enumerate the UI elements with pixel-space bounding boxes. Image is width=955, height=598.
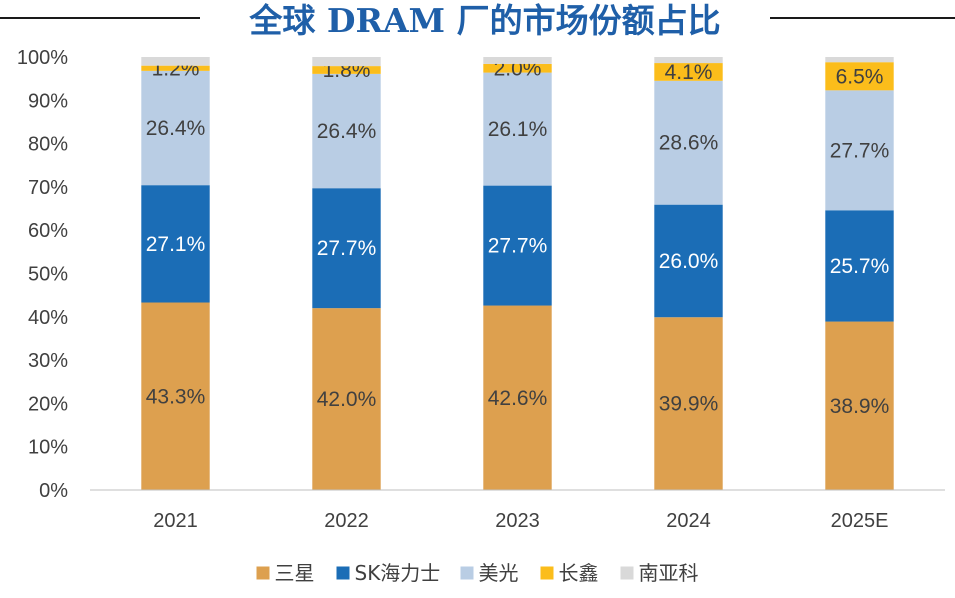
bar-segment-2025E-长鑫: [825, 62, 894, 91]
legend-label: 美光: [479, 561, 519, 585]
data-label: 39.9%: [659, 393, 719, 416]
bar-segment-2022-南亚科: [312, 57, 381, 67]
bar-segment-2023-三星: [483, 305, 552, 490]
x-tick-label: 2021: [153, 510, 198, 532]
bar-segment-2021-长鑫: [141, 65, 210, 71]
data-label: 26.4%: [146, 117, 206, 140]
data-label: 27.1%: [146, 233, 206, 256]
bar-stack-2021: 43.3%27.1%26.4%1.2%: [141, 57, 210, 490]
legend-swatch: [540, 566, 554, 580]
bar-stack-2025E: 38.9% 25.7% 27.7% 6.5%: [825, 57, 894, 490]
bar-segment-2022-三星: [312, 308, 381, 490]
data-label: 27.7%: [830, 139, 890, 162]
x-tick-label: 2023: [495, 510, 540, 532]
bar-segment-2024-SK海力士: [654, 204, 723, 318]
y-tick-label: 30%: [28, 350, 68, 372]
data-label: 28.6%: [659, 132, 719, 155]
x-tick-label: 2024: [666, 510, 711, 532]
data-label: 38.9%: [830, 395, 890, 418]
bar-stack-2023: 42.6%27.7%26.1%2.0%: [483, 57, 552, 490]
legend-label: SK海力士: [355, 561, 441, 585]
legend-swatch: [620, 566, 634, 580]
x-axis-labels: 2021 2022 2023 2024 2025E: [153, 510, 888, 532]
bar-segment-2022-SK海力士: [312, 188, 381, 309]
bar-segment-2021-SK海力士: [141, 185, 210, 303]
y-tick-label: 80%: [28, 134, 68, 156]
data-label: 42.6%: [488, 387, 548, 410]
legend-item-美光: 美光: [460, 561, 519, 585]
legend-swatch: [336, 566, 350, 580]
y-tick-label: 70%: [28, 177, 68, 199]
data-label: 25.7%: [830, 255, 890, 278]
bar-segment-2023-美光: [483, 72, 552, 186]
legend-label: 南亚科: [639, 561, 699, 585]
y-axis-ticks: 0% 10% 20% 30% 40% 50% 60% 70% 80% 90% 100%: [17, 47, 68, 502]
legend-item-SK海力士: SK海力士: [336, 561, 441, 585]
bar-segment-2023-SK海力士: [483, 185, 552, 306]
data-label: 26.4%: [317, 120, 377, 143]
data-label: 26.0%: [659, 250, 719, 273]
bar-segment-2022-长鑫: [312, 66, 381, 74]
y-tick-label: 0%: [39, 480, 68, 502]
y-tick-label: 60%: [28, 220, 68, 242]
y-tick-label: 40%: [28, 307, 68, 329]
legend: 三星 SK海力士 美光 长鑫 南亚科: [256, 561, 699, 585]
bar-segment-2025E-三星: [825, 321, 894, 490]
data-label: 6.5%: [836, 65, 884, 88]
bar-segment-2023-长鑫: [483, 63, 552, 73]
bar-segment-2021-美光: [141, 70, 210, 186]
data-label: 43.3%: [146, 385, 206, 408]
x-tick-label: 2022: [324, 510, 369, 532]
legend-swatch: [256, 566, 270, 580]
bar-segment-2021-南亚科: [141, 57, 210, 66]
legend-label: 长鑫: [559, 561, 599, 585]
legend-item-长鑫: 长鑫: [540, 561, 599, 585]
y-tick-label: 90%: [28, 90, 68, 112]
bar-segment-2024-长鑫: [654, 63, 723, 81]
bar-stack-2024: 39.9% 26.0% 28.6% 4.1%: [654, 57, 723, 490]
legend-item-南亚科: 南亚科: [620, 561, 699, 585]
data-label: 4.1%: [665, 61, 713, 84]
x-tick-label: 2025E: [831, 510, 889, 532]
bar-segment-2025E-美光: [825, 90, 894, 211]
bar-segment-2023-南亚科: [483, 57, 552, 64]
y-tick-label: 50%: [28, 264, 68, 286]
bar-segment-2024-三星: [654, 317, 723, 490]
bars-group: 43.3%27.1%26.4%1.2%42.0%27.7%26.4%1.8%42…: [141, 57, 894, 490]
chart-title: 全球 DRAM 厂的市场份额占比: [248, 1, 720, 40]
bar-segment-2025E-SK海力士: [825, 210, 894, 322]
y-tick-label: 20%: [28, 393, 68, 415]
bar-segment-2024-美光: [654, 80, 723, 205]
bar-stack-2022: 42.0%27.7%26.4%1.8%: [312, 57, 381, 490]
bar-segment-2021-三星: [141, 302, 210, 490]
legend-label: 三星: [275, 561, 315, 585]
bar-segment-2025E-南亚科: [825, 57, 894, 63]
data-label: 27.7%: [488, 235, 548, 258]
y-tick-label: 10%: [28, 437, 68, 459]
data-label: 26.1%: [488, 118, 548, 141]
legend-item-三星: 三星: [256, 561, 315, 585]
bar-segment-2024-南亚科: [654, 57, 723, 64]
legend-swatch: [460, 566, 474, 580]
data-label: 42.0%: [317, 388, 377, 411]
y-tick-label: 100%: [17, 47, 68, 69]
data-label: 27.7%: [317, 237, 377, 260]
bar-segment-2022-美光: [312, 73, 381, 189]
